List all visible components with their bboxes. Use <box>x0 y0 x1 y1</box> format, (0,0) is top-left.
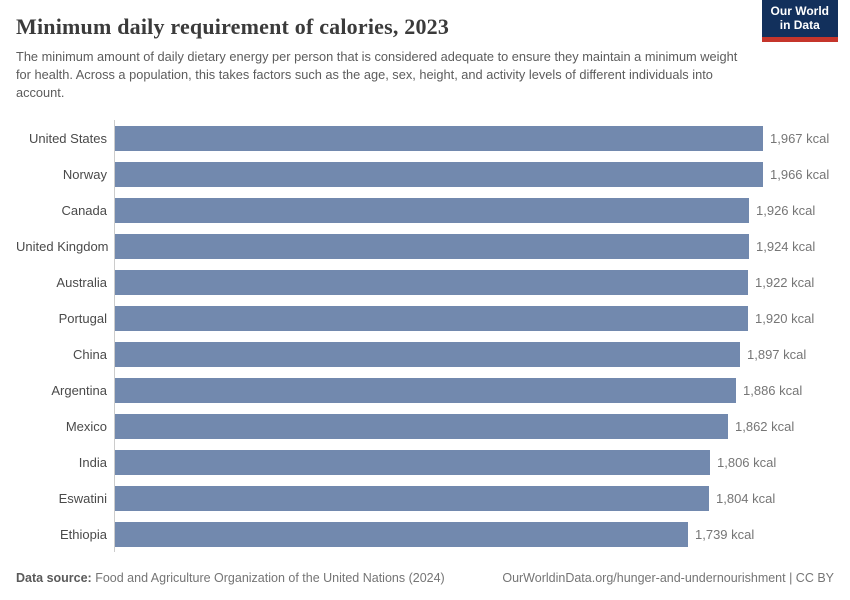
value-label: 1,924 kcal <box>756 238 816 254</box>
bar-rows: United States 1,967 kcal Norway 1,966 kc… <box>16 120 834 553</box>
data-source: Data source: Food and Agriculture Organi… <box>16 571 445 585</box>
bar-track: 1,862 kcal <box>114 408 834 445</box>
value-label: 1,886 kcal <box>743 382 803 398</box>
country-label: United States <box>28 130 107 146</box>
chart-header: Minimum daily requirement of calories, 2… <box>16 0 838 42</box>
bar-track: 1,924 kcal <box>114 228 834 265</box>
bar-row: United Kingdom 1,924 kcal <box>16 228 834 265</box>
value-label: 1,804 kcal <box>716 490 776 506</box>
bar-chart: United States 1,967 kcal Norway 1,966 kc… <box>16 120 834 553</box>
value-label: 1,897 kcal <box>747 346 807 362</box>
bar-track: 1,926 kcal <box>114 192 834 229</box>
value-label: 1,806 kcal <box>717 454 777 470</box>
bar-track: 1,897 kcal <box>114 336 834 373</box>
bar[interactable] <box>115 125 763 151</box>
bar-track: 1,739 kcal <box>114 516 834 553</box>
bar-track: 1,804 kcal <box>114 480 834 517</box>
data-source-label: Data source: <box>16 571 92 585</box>
bar-track: 1,886 kcal <box>114 372 834 409</box>
bar-row: Portugal 1,920 kcal <box>16 300 834 337</box>
bar[interactable] <box>115 161 763 187</box>
data-source-text: Food and Agriculture Organization of the… <box>91 571 445 585</box>
owid-logo-line1: Our World <box>770 4 829 18</box>
bar[interactable] <box>115 413 728 439</box>
country-label: United Kingdom <box>16 238 109 254</box>
bar-row: Mexico 1,862 kcal <box>16 408 834 445</box>
bar-track: 1,967 kcal <box>114 120 834 157</box>
bar-row: Australia 1,922 kcal <box>16 264 834 301</box>
attribution: OurWorldinData.org/hunger-and-undernouri… <box>502 571 834 585</box>
bar[interactable] <box>115 305 748 331</box>
country-label: Portugal <box>58 310 107 326</box>
bar[interactable] <box>115 449 710 475</box>
country-label: Australia <box>56 274 107 290</box>
value-label: 1,862 kcal <box>735 418 795 434</box>
bar[interactable] <box>115 269 748 295</box>
country-label: Canada <box>61 202 107 218</box>
bar[interactable] <box>115 485 709 511</box>
chart-footer: Data source: Food and Agriculture Organi… <box>16 571 834 585</box>
page-title: Minimum daily requirement of calories, 2… <box>16 14 450 39</box>
bar-row: China 1,897 kcal <box>16 336 834 373</box>
country-label: India <box>78 454 107 470</box>
bar-track: 1,922 kcal <box>114 264 834 301</box>
value-label: 1,920 kcal <box>755 310 815 326</box>
owid-logo-line2: in Data <box>779 18 820 33</box>
value-label: 1,926 kcal <box>756 202 816 218</box>
bar-row: Ethiopia 1,739 kcal <box>16 516 834 553</box>
country-label: Ethiopia <box>60 526 107 542</box>
owid-logo: Our World in Data <box>761 0 838 42</box>
bar-row: Argentina 1,886 kcal <box>16 372 834 409</box>
bar-row: United States 1,967 kcal <box>16 120 834 157</box>
country-label: China <box>73 346 107 362</box>
bar-row: Norway 1,966 kcal <box>16 156 834 193</box>
country-label: Norway <box>62 166 107 182</box>
value-label: 1,967 kcal <box>770 130 830 146</box>
country-label: Argentina <box>51 382 107 398</box>
value-label: 1,966 kcal <box>770 166 830 182</box>
bar[interactable] <box>115 521 688 547</box>
value-label: 1,922 kcal <box>755 274 815 290</box>
bar[interactable] <box>115 197 749 223</box>
bar-track: 1,920 kcal <box>114 300 834 337</box>
bar-row: Eswatini 1,804 kcal <box>16 480 834 517</box>
bar-track: 1,966 kcal <box>114 156 834 193</box>
country-label: Mexico <box>65 418 107 434</box>
bar[interactable] <box>115 233 749 259</box>
bar[interactable] <box>115 377 736 403</box>
bar-track: 1,806 kcal <box>114 444 834 481</box>
country-label: Eswatini <box>58 490 107 506</box>
bar[interactable] <box>115 341 740 367</box>
bar-row: Canada 1,926 kcal <box>16 192 834 229</box>
chart-subtitle: The minimum amount of daily dietary ener… <box>16 49 738 101</box>
value-label: 1,739 kcal <box>695 526 755 542</box>
bar-row: India 1,806 kcal <box>16 444 834 481</box>
